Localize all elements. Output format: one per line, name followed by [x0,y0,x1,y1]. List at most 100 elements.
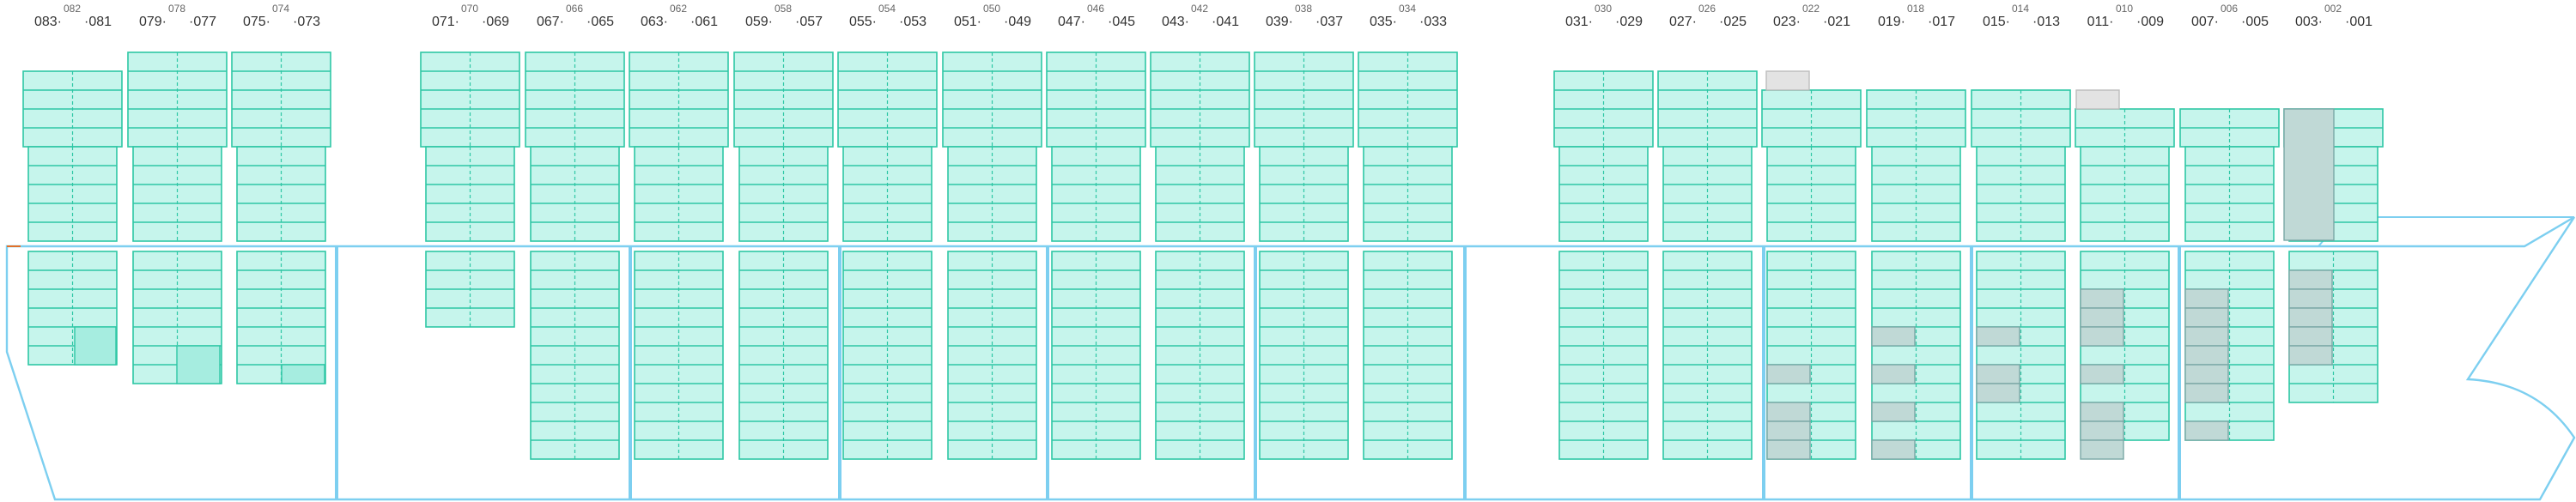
bay-050-deck-lower [947,146,1037,242]
bay-058-deck-lower [738,146,829,242]
bay-042-deck-upper [1150,51,1250,148]
bay-050-deck-upper [942,51,1042,148]
bay-050-hold [947,251,1037,460]
bay-074-hold [236,251,326,384]
bay-right-label: ·045 [1108,15,1135,29]
bay-right-label: ·041 [1212,15,1239,29]
bay-left-label: 007· [2191,15,2219,29]
bay-small-label: 030 [1595,3,1612,15]
bay-small-label: 062 [670,3,687,15]
bay-right-label: ·001 [2345,15,2372,29]
hull-path [5,215,2576,501]
highlight-cell [176,345,221,384]
bay-right-label: ·013 [2032,15,2060,29]
occupied-cell [1871,326,1916,347]
bay-small-label: 078 [168,3,185,15]
bay-small-label: 070 [461,3,478,15]
bay-062-deck-upper [629,51,729,148]
bay-018-hold [1871,251,1961,460]
empty-slot [2075,89,2120,110]
occupied-cell [2184,420,2229,441]
bay-left-label: 059· [745,15,773,29]
occupied-cell [2184,288,2229,309]
bay-small-label: 034 [1399,3,1416,15]
bay-066-hold [530,251,620,460]
bay-022-deck-upper [1761,89,1862,148]
bay-054-deck-lower [842,146,933,242]
bay-small-label: 022 [1802,3,1820,15]
bay-034-hold-frame [1363,251,1453,460]
bay-058-hold [738,251,829,460]
bay-right-label: ·009 [2136,15,2164,29]
bay-058-deck-upper [733,51,834,148]
occupied-cell [2080,307,2124,328]
bay-small-label: 010 [2116,3,2133,15]
highlight-cell [74,326,117,366]
bay-078-deck-lower [132,146,222,242]
bay-left-label: 055· [849,15,877,29]
occupied-cell [2288,307,2333,328]
bay-070-hold [425,251,515,328]
occupied-cell [2080,402,2124,422]
bay-left-label: 039· [1266,15,1293,29]
bay-small-label: 054 [878,3,896,15]
bay-right-label: ·061 [690,15,718,29]
bay-right-label: ·069 [482,15,509,29]
bay-right-label: ·025 [1719,15,1747,29]
bay-082-deck-lower [27,146,118,242]
occupied-cell [2288,269,2333,290]
bay-078-deck-upper [127,51,228,148]
bay-right-label: ·037 [1315,15,1343,29]
bay-left-label: 083· [34,15,62,29]
bay-018-deck-upper [1866,89,1966,148]
bay-left-label: 047· [1058,15,1085,29]
occupied-cell [2080,326,2124,347]
bay-030-deck-upper [1553,70,1654,148]
bay-070-deck-lower [425,146,515,242]
bay-030-deck-lower [1558,146,1649,242]
occupied-cell [2184,383,2229,403]
bay-014-hold [1976,251,2066,460]
bay-034-deck-upper [1358,51,1458,148]
bay-left-label: 067· [537,15,564,29]
bay-left-label: 015· [1983,15,2010,29]
bay-left-label: 075· [243,15,270,29]
bay-074-deck-upper [231,51,331,148]
bay-046-deck-upper [1046,51,1146,148]
bay-014-deck-upper [1971,89,2071,148]
bay-left-label: 071· [432,15,459,29]
bay-046-deck-lower [1051,146,1141,242]
bay-left-label: 003· [2295,15,2323,29]
bay-042-hold [1155,251,1245,460]
occupied-cell [1871,439,1916,460]
bay-054-hold [842,251,933,460]
bay-038-deck-lower [1259,146,1349,242]
bay-026-deck-lower [1662,146,1753,242]
occupied-cell [2080,364,2124,384]
bay-010-deck-lower [2080,146,2170,242]
bay-right-label: ·021 [1823,15,1850,29]
bay-038-deck-upper [1254,51,1354,148]
bay-small-label: 042 [1191,3,1208,15]
bay-062-hold [634,251,724,460]
bay-left-label: 063· [641,15,668,29]
bay-right-label: ·033 [1419,15,1447,29]
bay-left-label: 079· [139,15,167,29]
bay-left-label: 051· [954,15,981,29]
bay-right-label: ·049 [1004,15,1031,29]
bay-022-deck-lower [1766,146,1856,242]
bay-small-label: 006 [2221,3,2238,15]
bay-054-deck-upper [837,51,938,148]
bay-030-hold [1558,251,1649,460]
occupied-cell [1766,364,1811,384]
bay-left-label: 043· [1162,15,1189,29]
bay-small-label: 050 [983,3,1000,15]
bay-small-label: 014 [2012,3,2029,15]
bay-small-label: 018 [1907,3,1924,15]
occupied-cell [2080,439,2124,460]
occupied-cell [1871,364,1916,384]
bay-right-label: ·057 [795,15,823,29]
occupied-cell [1976,364,2020,384]
